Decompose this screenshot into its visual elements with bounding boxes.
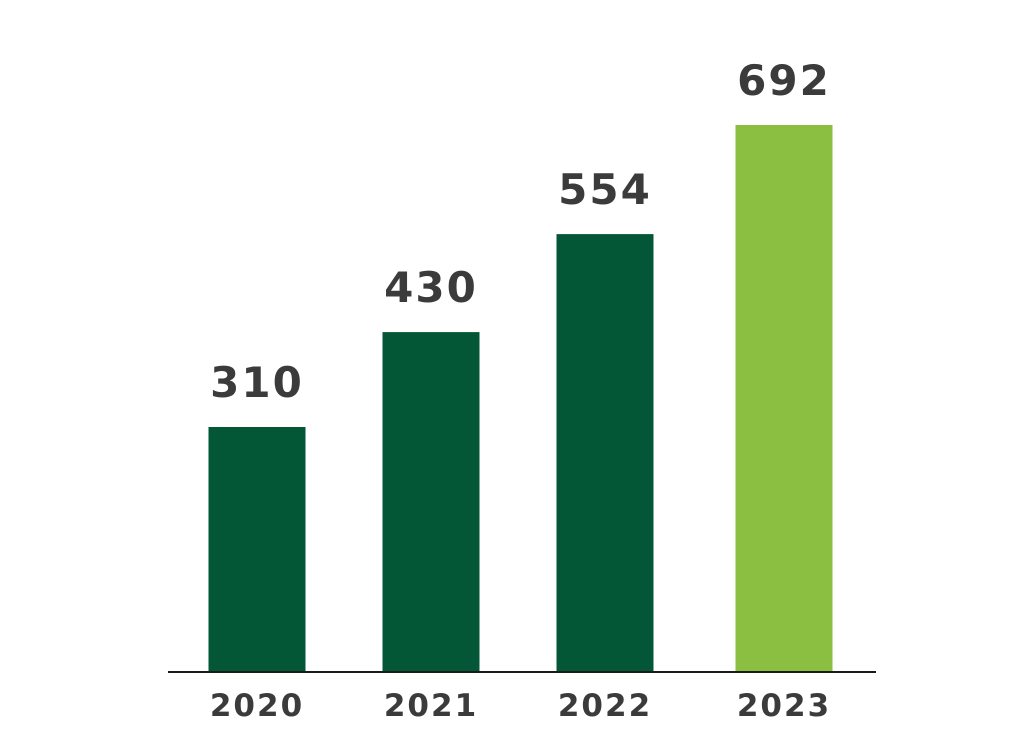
x-tick-labels-group: 2020 2021 2022 2023 — [210, 688, 831, 724]
bars-group — [208, 125, 833, 672]
x-tick-label-2020: 2020 — [210, 688, 304, 724]
x-tick-label-2021: 2021 — [384, 688, 478, 724]
value-labels-group: 310 430 554 692 — [210, 56, 831, 407]
bar-2020 — [208, 427, 306, 672]
value-label-2023: 692 — [737, 56, 831, 105]
x-tick-label-2023: 2023 — [737, 688, 831, 724]
value-label-2021: 430 — [384, 263, 478, 312]
value-label-2020: 310 — [210, 358, 304, 407]
value-label-2022: 554 — [558, 165, 652, 214]
bar-2022 — [556, 234, 654, 672]
x-tick-label-2022: 2022 — [558, 688, 652, 724]
bar-2021 — [382, 332, 480, 672]
bar-2023 — [735, 125, 833, 672]
